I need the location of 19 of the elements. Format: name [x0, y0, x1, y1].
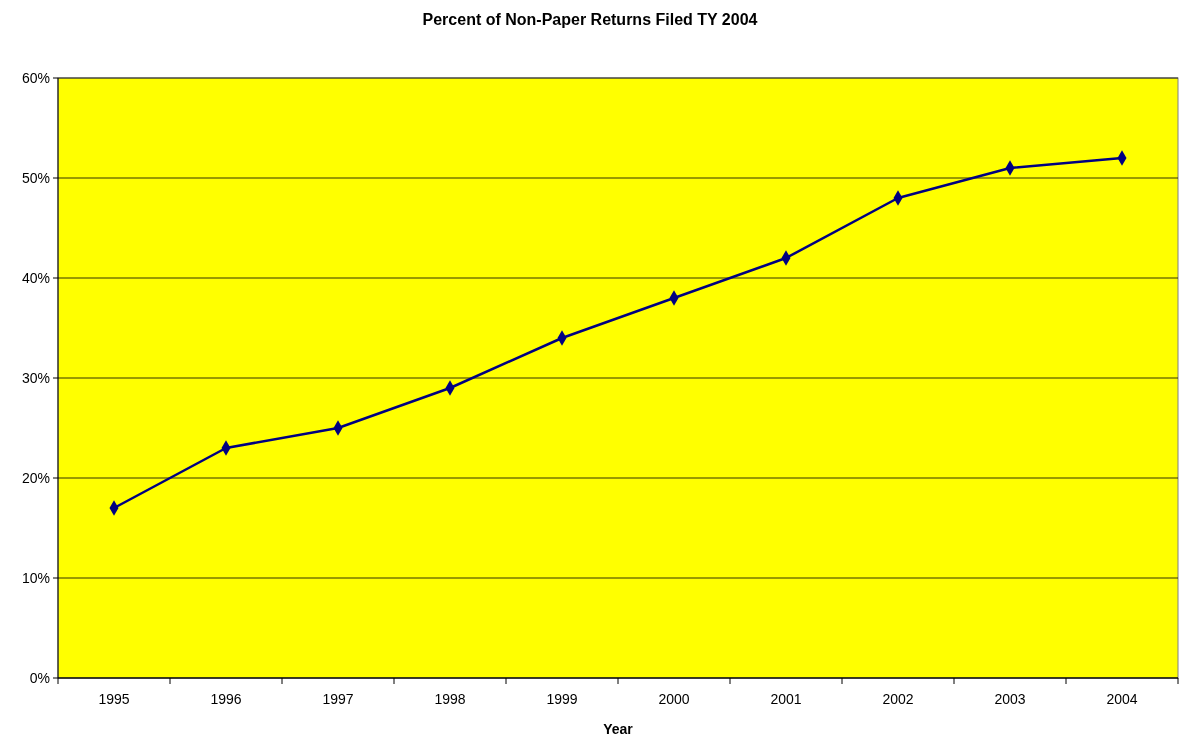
x-tick-label: 2003 — [994, 691, 1026, 707]
x-tick-label: 2004 — [1106, 691, 1138, 707]
x-tick-label: 1999 — [546, 691, 578, 707]
x-tick-label: 1997 — [322, 691, 354, 707]
y-tick-label: 20% — [21, 469, 50, 486]
x-tick-label: 2001 — [770, 691, 802, 707]
x-tick-label: 1998 — [434, 691, 466, 707]
x-axis-title: Year — [603, 721, 634, 737]
y-tick-label: 50% — [21, 169, 50, 186]
y-tick-label: 10% — [21, 569, 50, 586]
x-tick-label: 2002 — [882, 691, 914, 707]
x-tick-label: 1996 — [210, 691, 242, 707]
y-tick-label: 60% — [21, 69, 50, 86]
x-tick-label: 2000 — [658, 691, 690, 707]
y-tick-label: 0% — [29, 669, 50, 686]
y-tick-label: 40% — [21, 269, 50, 286]
y-tick-label: 30% — [21, 369, 50, 386]
chart-title: Percent of Non-Paper Returns Filed TY 2004 — [422, 11, 758, 28]
x-tick-label: 1995 — [98, 691, 130, 707]
